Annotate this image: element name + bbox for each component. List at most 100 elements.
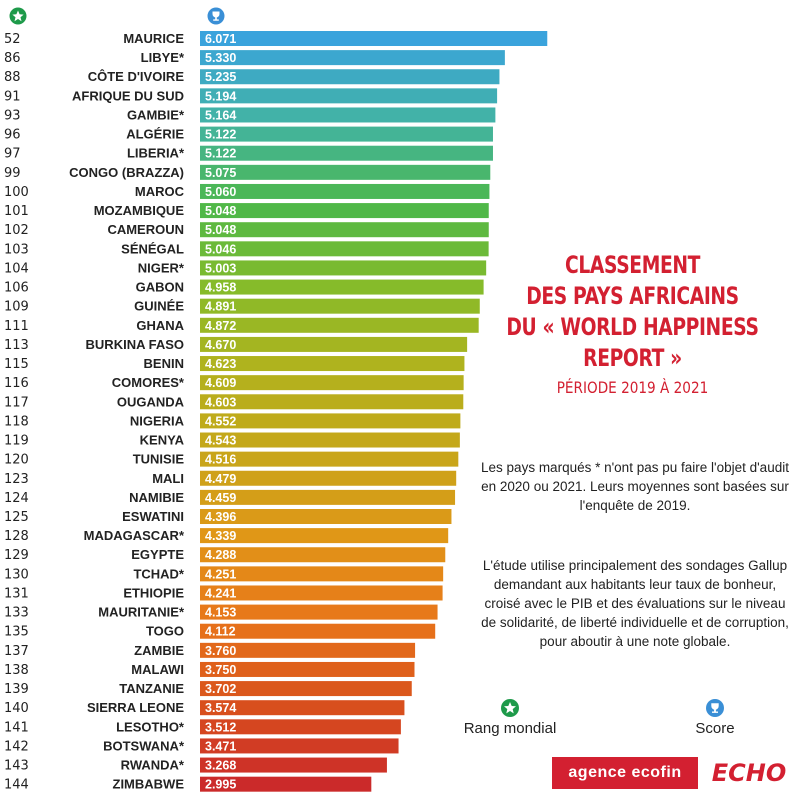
rank-label: 123 [4, 472, 29, 487]
score-value-label: 4.516 [205, 453, 236, 467]
country-label: LIBERIA* [127, 146, 185, 161]
country-label: SIERRA LEONE [87, 700, 184, 715]
score-bar [200, 69, 500, 85]
score-bar [200, 738, 399, 754]
score-value-label: 4.459 [205, 491, 236, 505]
country-label: AFRIQUE DU SUD [72, 88, 184, 103]
rank-label: 102 [4, 223, 29, 238]
score-bar [200, 509, 452, 524]
title-line-2: DES PAYS AFRICAINS [526, 282, 739, 310]
score-value-label: 4.603 [205, 395, 236, 409]
country-label: NAMIBIE [129, 490, 184, 505]
rank-label: 103 [4, 242, 29, 257]
score-bar [200, 470, 457, 486]
rank-label: 93 [4, 108, 21, 123]
score-bar [200, 394, 464, 410]
country-label: TCHAD* [133, 566, 184, 581]
rank-label: 128 [4, 529, 29, 544]
score-bar [200, 413, 461, 429]
country-label: CÔTE D'IVOIRE [88, 69, 185, 84]
country-label: ALGÉRIE [126, 127, 184, 142]
score-value-label: 4.479 [205, 472, 236, 486]
score-value-label: 4.623 [205, 357, 236, 371]
country-label: TANZANIE [119, 681, 184, 696]
score-trophy-icon [207, 7, 225, 25]
score-value-label: 5.048 [205, 204, 236, 218]
score-bar [200, 489, 456, 505]
rank-label: 91 [4, 89, 21, 104]
score-bar [200, 126, 493, 142]
score-value-label: 2.995 [205, 778, 236, 792]
score-bar [200, 528, 449, 544]
country-label: GUINÉE [134, 299, 184, 314]
rank-label: 141 [4, 720, 29, 735]
score-bar [200, 432, 460, 448]
score-bar [200, 356, 465, 372]
score-bar [200, 700, 405, 716]
note-asterisk: Les pays marqués * n'ont pas pu faire l'… [481, 460, 789, 513]
title-line-1: CLASSEMENT [564, 251, 701, 279]
score-value-label: 5.235 [205, 70, 236, 84]
score-bar [200, 547, 446, 563]
title-line-3: DU « WORLD HAPPINESS [506, 313, 759, 341]
rank-label: 111 [4, 319, 29, 334]
score-value-label: 4.339 [205, 529, 236, 543]
rank-label: 86 [4, 51, 21, 66]
country-label: MAURICE [123, 31, 184, 46]
score-bar [200, 145, 493, 161]
rank-label: 88 [4, 70, 21, 85]
rank-label: 142 [4, 739, 29, 754]
legend-rank: Rang mondial [450, 698, 570, 737]
score-bar [200, 776, 372, 792]
country-label: BENIN [144, 356, 184, 371]
country-label: MOZAMBIQUE [94, 203, 185, 218]
score-value-label: 4.670 [205, 338, 236, 352]
country-label: NIGER* [138, 260, 185, 275]
rank-label: 140 [4, 701, 29, 716]
rank-label: 133 [4, 606, 29, 621]
rank-label: 113 [4, 338, 29, 353]
score-value-label: 5.046 [205, 242, 236, 256]
score-value-label: 5.330 [205, 51, 236, 65]
score-value-label: 3.512 [205, 720, 236, 734]
score-value-label: 5.003 [205, 261, 236, 275]
rank-label: 116 [4, 376, 29, 391]
country-label: SÉNÉGAL [121, 241, 184, 256]
country-label: MAURITANIE* [98, 605, 185, 620]
score-bar [200, 298, 480, 314]
note-methodology: L'étude utilise principalement des sonda… [481, 558, 789, 649]
score-bar [200, 336, 468, 352]
country-label: KENYA [140, 433, 185, 448]
rank-label: 97 [4, 147, 21, 162]
score-value-label: 4.872 [205, 319, 236, 333]
country-label: BURKINA FASO [86, 337, 184, 352]
country-label: GAMBIE* [127, 107, 185, 122]
rank-label: 137 [4, 644, 29, 659]
score-value-label: 5.164 [205, 108, 236, 122]
score-bar [200, 241, 489, 257]
rank-star-icon [9, 7, 27, 25]
score-bar [200, 50, 505, 66]
score-bar [200, 203, 489, 219]
country-label: TUNISIE [133, 452, 185, 467]
score-bar [200, 317, 479, 333]
country-label: MALI [152, 471, 184, 486]
rank-label: 131 [4, 586, 29, 601]
score-value-label: 4.251 [205, 567, 236, 581]
score-value-label: 6.071 [205, 32, 236, 46]
score-value-label: 5.048 [205, 223, 236, 237]
rank-label: 135 [4, 625, 29, 640]
country-label: LIBYE* [141, 50, 185, 65]
rank-label: 100 [4, 185, 29, 200]
agence-ecofin-logo: agence ecofin [552, 757, 698, 789]
score-value-label: 5.075 [205, 166, 236, 180]
score-bar [200, 260, 487, 276]
score-bar [200, 222, 489, 238]
rank-label: 96 [4, 128, 21, 143]
country-label: MALAWI [131, 662, 184, 677]
rank-label: 124 [4, 491, 29, 506]
trophy-icon [706, 699, 724, 717]
country-label: ZIMBABWE [113, 777, 185, 792]
score-bar [200, 719, 401, 735]
